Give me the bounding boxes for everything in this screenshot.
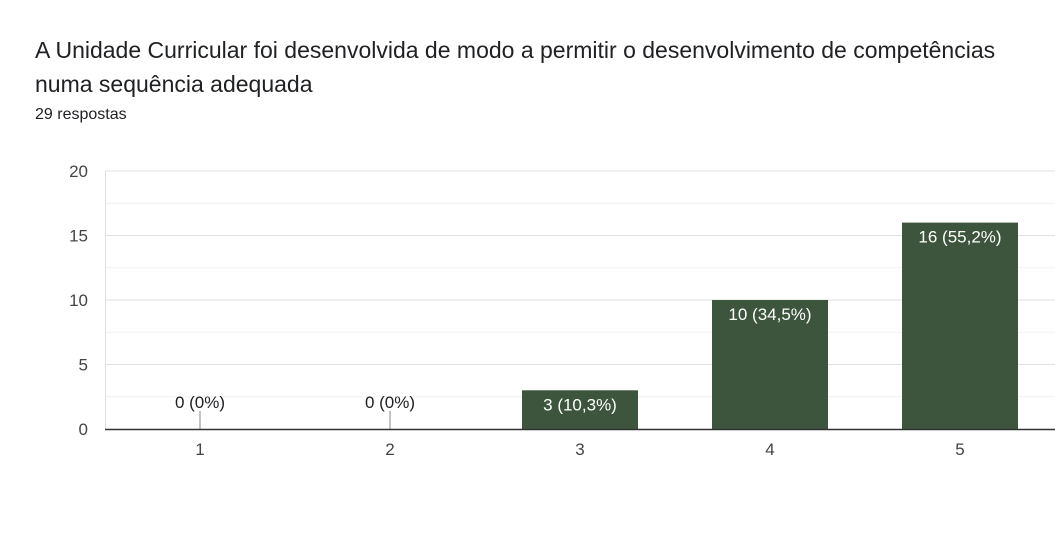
y-tick-label: 15 <box>69 227 88 246</box>
bar-data-label: 3 (10,3%) <box>543 395 617 414</box>
bar <box>902 222 1018 429</box>
x-tick-label: 4 <box>765 440 774 459</box>
bar <box>712 300 828 429</box>
response-count: 29 respostas <box>35 106 127 123</box>
x-tick-label: 5 <box>955 440 964 459</box>
x-tick-label: 2 <box>385 440 394 459</box>
y-tick-label: 5 <box>79 356 88 375</box>
y-tick-label: 0 <box>79 420 88 439</box>
y-tick-label: 10 <box>69 291 88 310</box>
y-tick-label: 20 <box>69 162 88 181</box>
bar-data-label: 0 (0%) <box>365 393 415 412</box>
bar-data-label: 16 (55,2%) <box>918 228 1001 247</box>
x-tick-label: 3 <box>575 440 584 459</box>
bar-data-label: 10 (34,5%) <box>728 305 811 324</box>
bar-data-label: 0 (0%) <box>175 393 225 412</box>
x-tick-label: 1 <box>195 440 204 459</box>
chart-title: A Unidade Curricular foi desenvolvida de… <box>35 37 996 97</box>
bar <box>522 390 638 429</box>
